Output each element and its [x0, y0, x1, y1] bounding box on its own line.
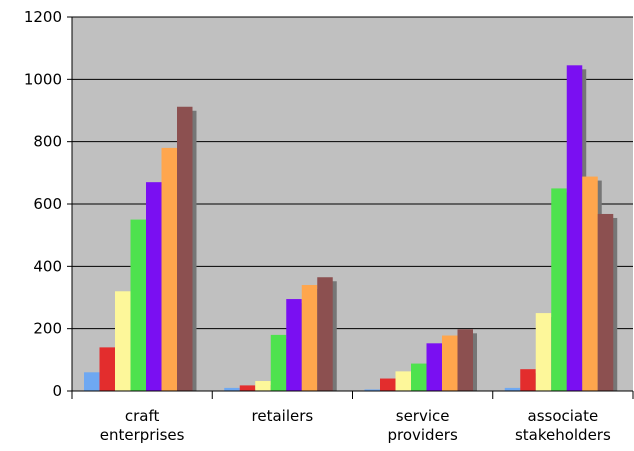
bar-2-3	[411, 363, 427, 391]
bar-0-0	[84, 372, 100, 391]
y-tick-label-0: 0	[52, 382, 62, 400]
bar-0-6	[177, 106, 193, 391]
y-tick-label-1200: 1200	[24, 8, 62, 26]
x-tick-label-1: retailers	[252, 407, 314, 425]
bar-0-3	[130, 219, 146, 391]
bar-1-5	[301, 285, 318, 391]
bar-3-0	[504, 387, 521, 391]
bar-2-6	[457, 329, 473, 391]
bar-2-4	[426, 343, 442, 391]
bar-0-1	[99, 347, 115, 391]
x-tick-label-2: service providers	[387, 407, 457, 444]
bar-3-1	[520, 369, 536, 391]
bar-2-0	[364, 389, 380, 391]
bar-1-2	[255, 381, 271, 391]
y-tick-label-800: 800	[33, 133, 62, 151]
bar-3-3	[551, 188, 567, 391]
bar-3-4	[566, 65, 583, 391]
bar-1-4	[286, 299, 302, 391]
x-tick-label-3: associate stakeholders	[515, 407, 611, 444]
bar-2-5	[442, 335, 458, 391]
bars	[84, 65, 614, 391]
bar-1-1	[239, 385, 256, 391]
bar-3-2	[535, 313, 552, 391]
bar-3-5	[582, 176, 598, 391]
x-tick-label-0: craft enterprises	[100, 407, 185, 444]
bar-0-2	[115, 291, 131, 391]
tick-labels: 0 200 400 600 800 1000 1200 craft enterprises ret…	[24, 8, 611, 444]
bar-2-1	[380, 378, 396, 391]
y-tick-label-200: 200	[33, 320, 62, 338]
bar-1-3	[270, 334, 287, 391]
y-tick-label-400: 400	[33, 257, 62, 275]
bar-2-2	[395, 371, 411, 391]
axes	[67, 16, 634, 399]
bar-0-5	[161, 147, 177, 391]
y-tick-label-1000: 1000	[24, 70, 62, 88]
bar-3-6	[597, 213, 614, 391]
bar-1-6	[317, 277, 333, 391]
y-tick-label-600: 600	[33, 195, 62, 213]
bar-0-4	[146, 182, 162, 391]
bar-1-0	[224, 387, 240, 391]
